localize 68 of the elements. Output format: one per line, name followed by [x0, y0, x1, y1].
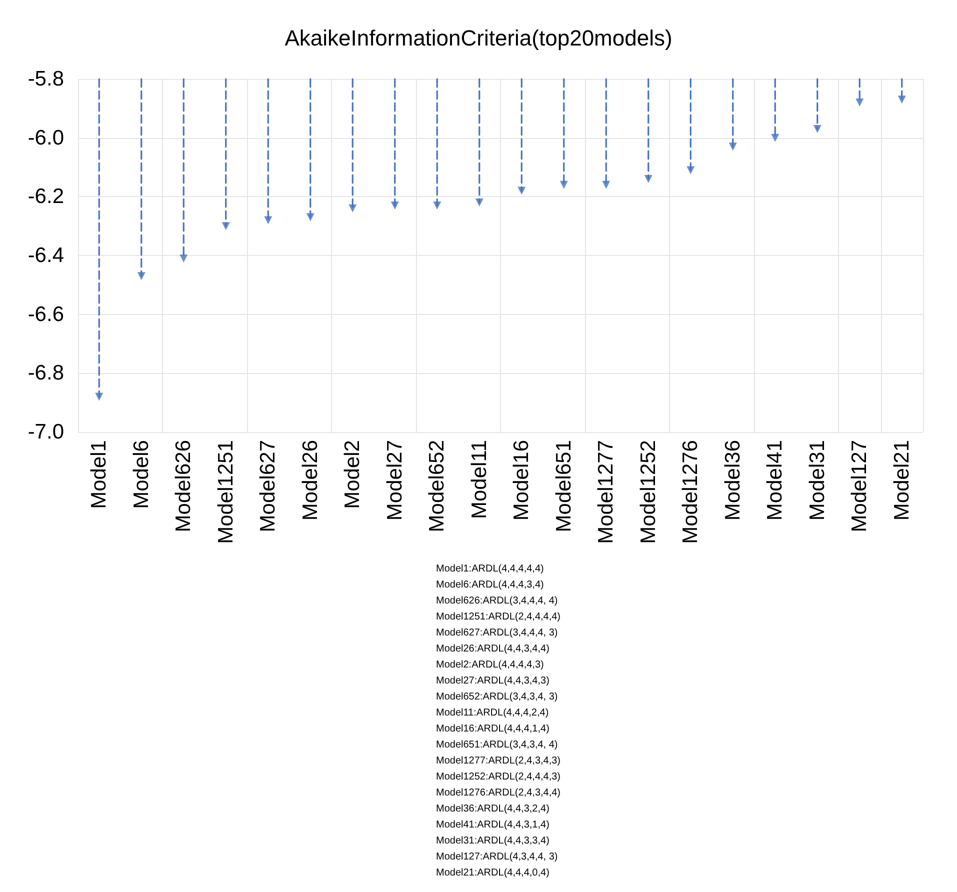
x-tick-label: Model16 — [510, 440, 534, 521]
point — [898, 96, 906, 104]
text: Model1251:ARDL(2,4,4,4,4) — [436, 612, 561, 622]
chart-title: AkaikeInformationCriteria(top20models) — [284, 26, 672, 50]
point — [771, 134, 780, 142]
text: Model36:ARDL(4,4,3,2,4) — [436, 804, 550, 814]
text: Model11:ARDL(4,4,4,2,4) — [436, 708, 549, 718]
y-tick-label: -6.2 — [28, 185, 64, 208]
point — [348, 204, 357, 212]
text: Model21:ARDL(4,4,4,0,4) — [436, 868, 550, 878]
y-tick-label: -7.0 — [28, 420, 64, 444]
x-tick-label: Model31 — [806, 440, 829, 521]
x-tick-label: Model1252 — [636, 440, 660, 544]
text: Model16:ARDL(4,4,4,1,4) — [436, 724, 550, 734]
x-tick-label: Model127 — [848, 440, 872, 532]
point — [390, 201, 399, 210]
x-tick-label: Model6 — [130, 440, 153, 509]
y-tick-label: -5.8 — [28, 68, 64, 90]
y-tick-label: -6.8 — [28, 362, 64, 385]
x-tick-label: Model627 — [256, 440, 280, 532]
text: Model6:ARDL(4,4,4,3,4) — [436, 580, 544, 590]
text: Model626:ARDL(3,4,4,4, 4) — [436, 596, 558, 606]
x-tick-label: Model626 — [172, 440, 196, 532]
point — [222, 222, 230, 230]
x-tick-label: Model21 — [890, 440, 914, 521]
text: Model26:ARDL(4,4,3,4,4) — [436, 644, 550, 654]
text: Model627:ARDL(3,4,4,4, 3) — [436, 628, 558, 638]
text: Model651:ARDL(3,4,3,4, 4) — [436, 740, 558, 750]
x-tick-label: Model652 — [426, 440, 449, 532]
text: Model41:ARDL(4,4,3,1,4) — [436, 820, 550, 830]
point — [264, 216, 272, 224]
point — [95, 392, 104, 401]
y-tick-label: -6.4 — [28, 244, 64, 267]
text: Model31:ARDL(4,4,3,3,4) — [436, 836, 550, 846]
point — [433, 201, 442, 210]
text: Model27:ARDL(4,4,3,4,3) — [436, 676, 550, 686]
point — [137, 272, 146, 280]
point — [813, 125, 822, 134]
x-tick-label: Model1276 — [679, 440, 702, 544]
text: Model127:ARDL(4,3,4,4, 3) — [436, 852, 558, 862]
point — [475, 198, 484, 207]
text: Model1276:ARDL(2,4,3,4,4) — [436, 788, 561, 798]
point — [180, 254, 188, 262]
x-tick-label: Model1277 — [594, 440, 618, 544]
x-tick-label: Model27 — [383, 440, 406, 521]
point — [856, 98, 864, 107]
text: Model1252:ARDL(2,4,4,4,3) — [436, 772, 561, 782]
point — [644, 175, 652, 184]
x-tick-label: Model2 — [341, 440, 364, 509]
point — [602, 180, 610, 189]
point — [686, 166, 695, 174]
point — [728, 142, 737, 151]
x-tick-label: Model651 — [552, 440, 576, 532]
point — [518, 186, 526, 195]
x-tick-label: Model26 — [298, 440, 322, 521]
x-tick-label: Model11 — [468, 440, 491, 519]
text: Model652:ARDL(3,4,3,4, 3) — [436, 692, 558, 702]
x-tick-label: Model1 — [88, 440, 111, 509]
y-tick-label: -6.6 — [28, 302, 64, 326]
text: Model1:ARDL(4,4,4,4,4) — [436, 564, 544, 574]
text: Model2:ARDL(4,4,4,4,3) — [436, 660, 544, 670]
point — [560, 180, 568, 189]
x-tick-label: Model36 — [721, 440, 744, 521]
text: Model1277:ARDL(2,4,3,4,3) — [436, 756, 561, 766]
x-tick-label: Model41 — [764, 440, 787, 521]
point — [306, 213, 314, 222]
y-tick-label: -6.0 — [28, 126, 64, 150]
x-tick-label: Model1251 — [214, 440, 238, 544]
